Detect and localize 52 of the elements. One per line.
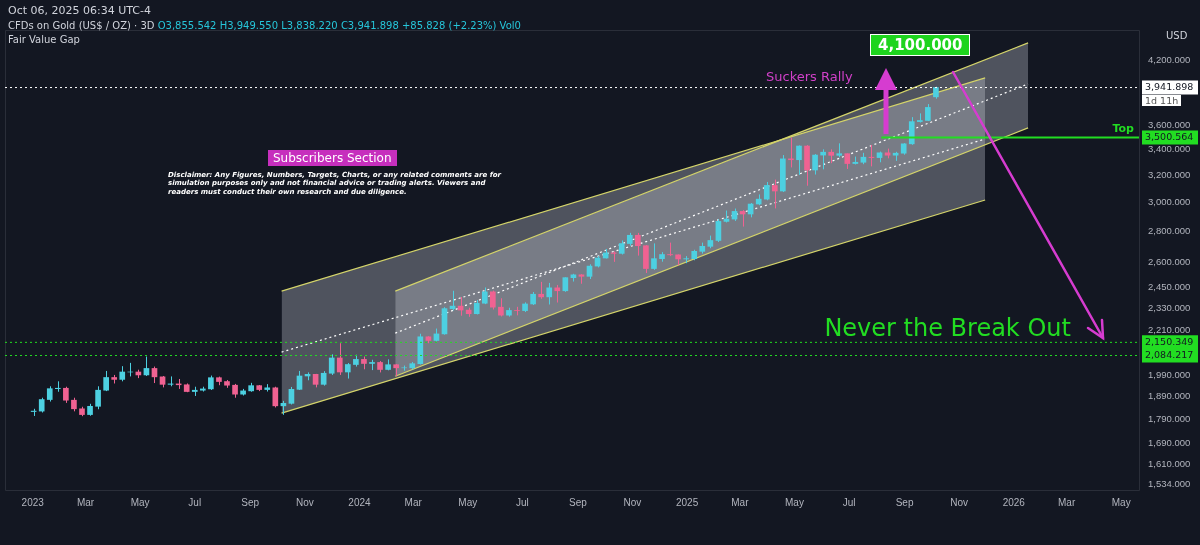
chart-subtitle: O3,855.542 H3,949.550 L3,838.220 C3,941.898 +85.828 (+2.23%) Vol0 [157, 20, 521, 31]
ref-line-label: 2,084.217 [1145, 348, 1194, 360]
x-tick-label: Sep [568, 496, 588, 508]
annotation: Never the Break Out [824, 314, 1071, 344]
x-tick-label: Jul [188, 496, 202, 508]
ref-line-label: 3,941.898 [1145, 81, 1194, 93]
x-tick-label: Jul [515, 496, 529, 508]
chart-title: CFDs on Gold (US$ / OZ) · 3D [8, 20, 155, 31]
y-tick-label: 1,690.000 [1148, 437, 1191, 449]
x-tick-label: Mar [731, 496, 750, 508]
x-tick-label: Nov [295, 496, 314, 508]
y-tick-label: 1,890.000 [1148, 390, 1191, 402]
y-tick-label: 4,200.000 [1148, 54, 1191, 66]
x-tick-label: May [458, 496, 478, 508]
x-tick-label: May [785, 496, 804, 508]
series-label: Top [1112, 121, 1135, 135]
y-tick-label: 2,800.000 [1148, 224, 1191, 236]
x-tick-label: Mar [76, 496, 95, 508]
x-tick-label: 2026 [1002, 496, 1026, 508]
annotation: Fair Value Gap [8, 34, 80, 46]
x-tick-label: 2023 [21, 496, 45, 508]
text: Oct 06, 2025 06:34 UTC-4 [8, 4, 151, 18]
x-tick-label: Nov [950, 496, 969, 508]
annotation: 4,100.000 [870, 34, 971, 56]
y-tick-label: 3,000.000 [1148, 195, 1191, 207]
ref-line-label: 2,150.349 [1145, 335, 1194, 347]
y-tick-label: 1,990.000 [1148, 368, 1191, 380]
x-tick-label: Mar [404, 496, 423, 508]
y-tick-label: 1,790.000 [1148, 413, 1191, 425]
y-tick-label: 2,210.000 [1148, 324, 1191, 336]
x-tick-label: 2025 [675, 496, 699, 508]
x-tick-label: Jul [842, 496, 856, 508]
x-tick-label: May [130, 496, 150, 508]
y-tick-label: 2,330.000 [1148, 302, 1191, 314]
y-tick-label: 3,200.000 [1148, 168, 1191, 180]
x-tick-label: Sep [241, 496, 260, 508]
text: USD [1166, 30, 1188, 42]
x-tick-label: Sep [895, 496, 914, 508]
x-tick-label: Nov [623, 496, 642, 508]
annotation: Subscribers Section [268, 150, 397, 167]
x-tick-label: Mar [1057, 496, 1076, 508]
y-tick-label: 1,534.000 [1148, 477, 1191, 489]
y-tick-label: 2,600.000 [1148, 256, 1191, 268]
y-tick-label: 3,600.000 [1148, 119, 1191, 131]
x-tick-label: 2024 [348, 496, 372, 508]
y-tick-label: 1,610.000 [1148, 457, 1191, 469]
y-tick-label: 2,450.000 [1148, 281, 1191, 293]
text: 1d 11h [1142, 95, 1182, 107]
annotation: Suckers Rally [766, 69, 853, 85]
data-label: 3,500.564 [1145, 130, 1194, 142]
y-tick-label: 3,400.000 [1148, 143, 1191, 155]
x-tick-label: May [1111, 496, 1131, 508]
